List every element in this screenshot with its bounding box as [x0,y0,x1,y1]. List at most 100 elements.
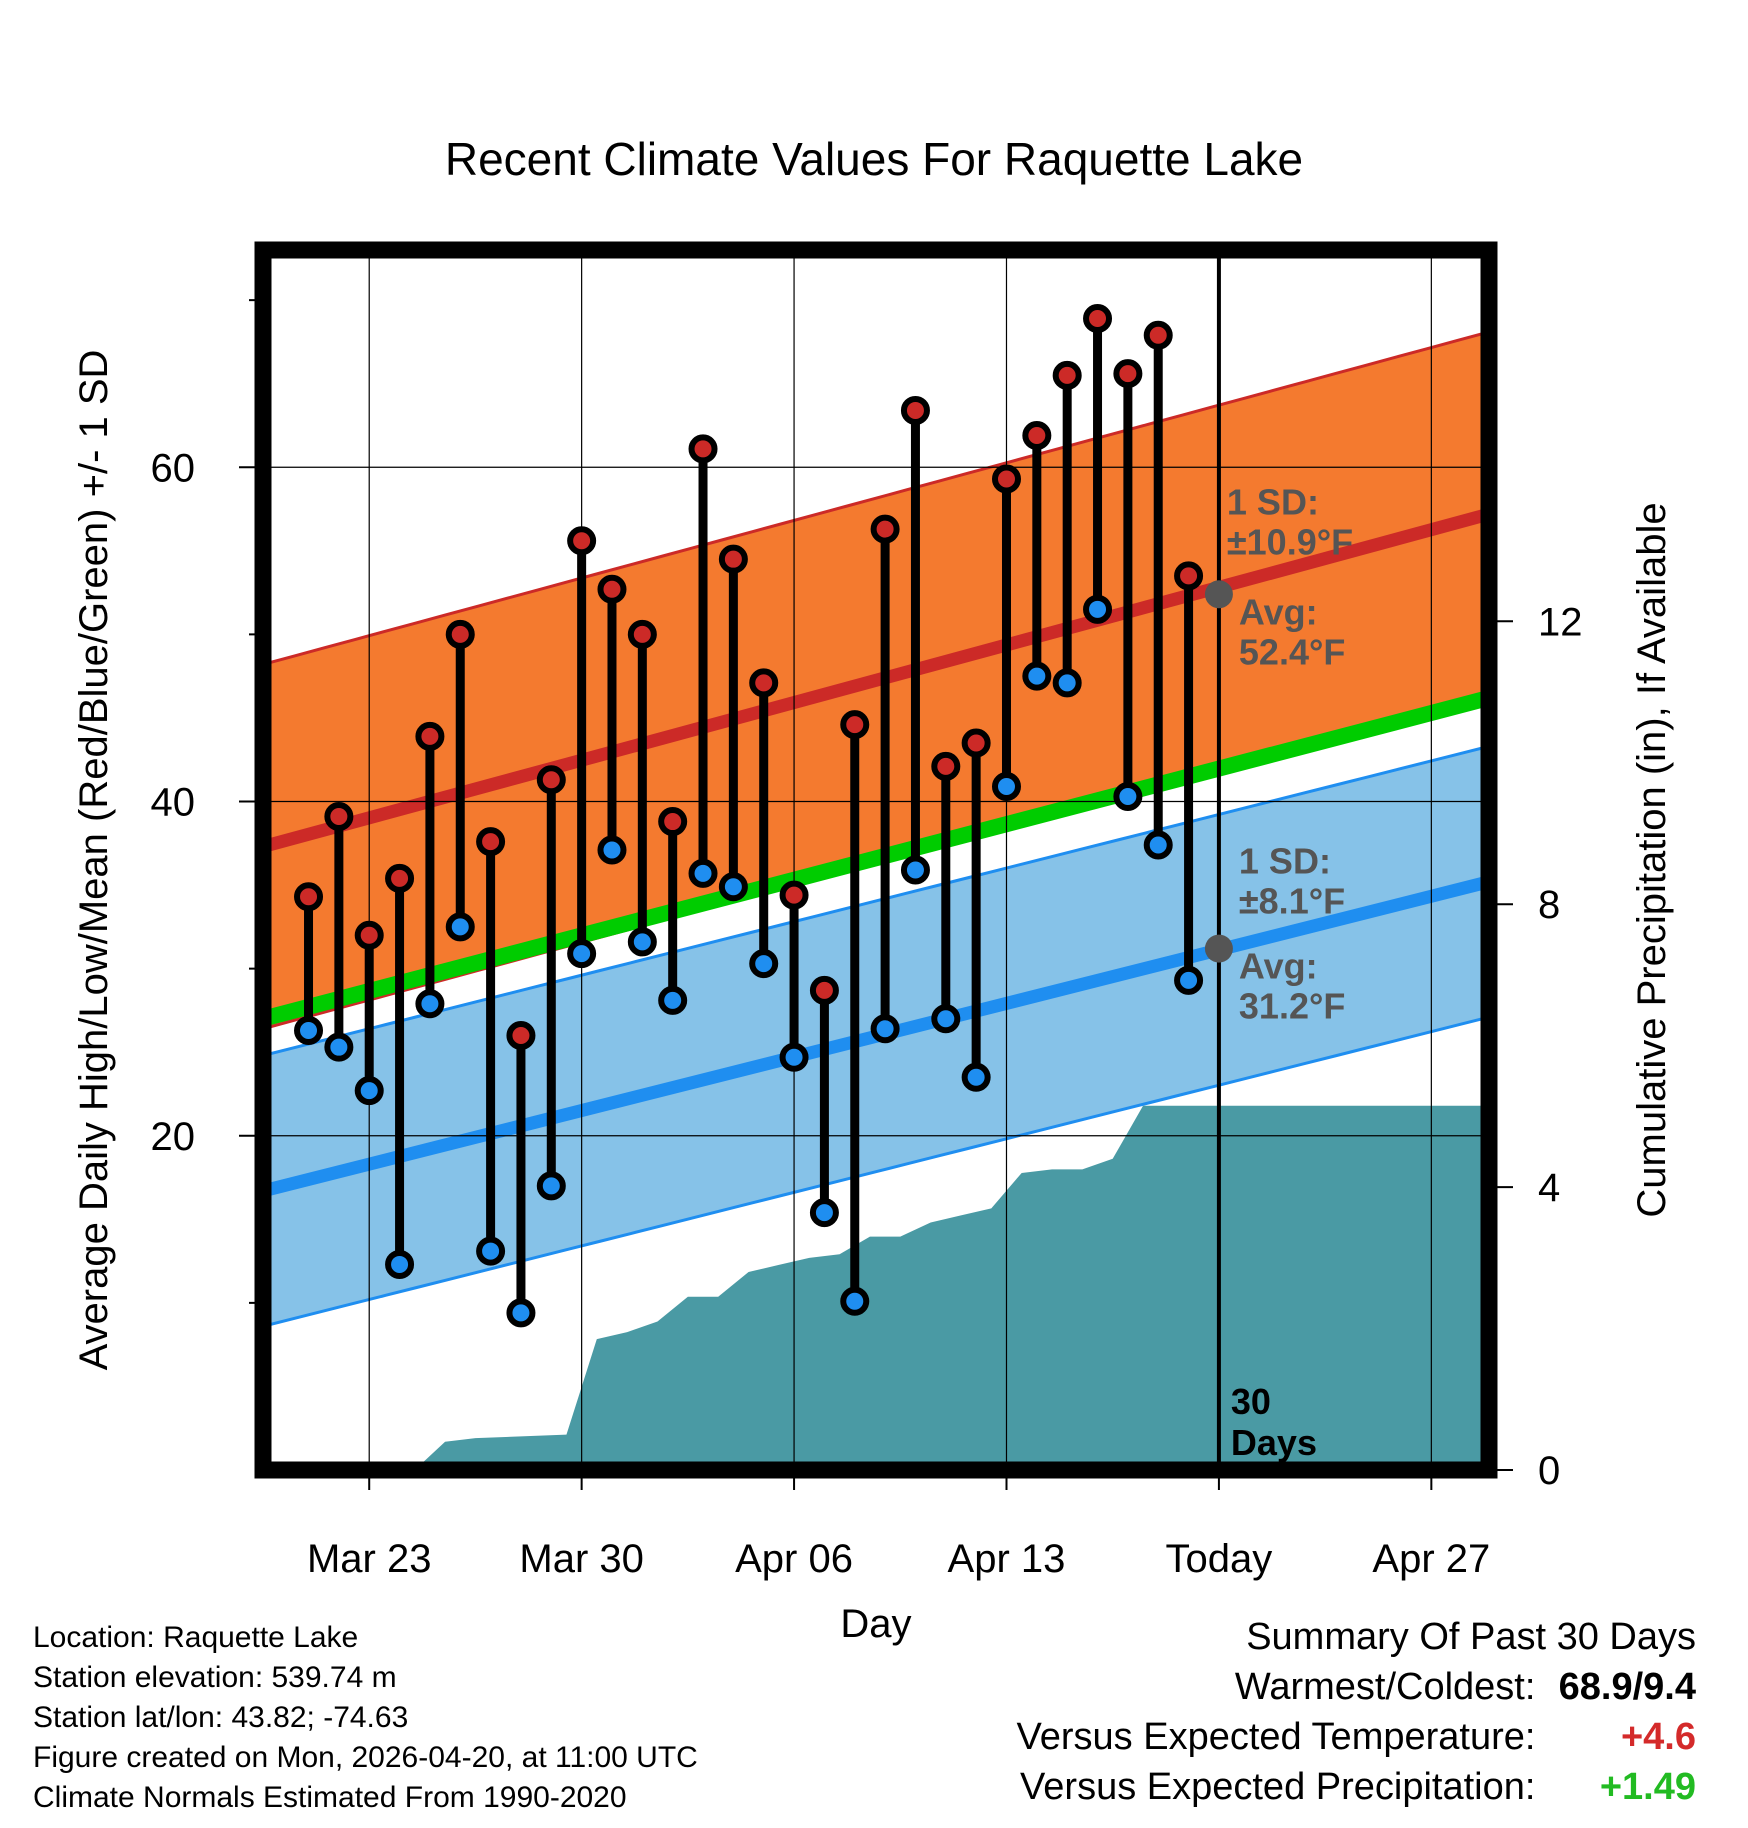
x-tick-label: Apr 13 [948,1537,1066,1581]
x-tick-label: Mar 30 [519,1537,644,1581]
daily-low-point [354,1076,384,1106]
x-axis-label: Day [840,1602,911,1646]
summary-precip: Versus Expected Precipitation: +1.49 [1017,1762,1696,1812]
daily-high-point [1052,360,1082,390]
daily-low-point [294,1015,324,1045]
y-right-tick-label: 12 [1538,600,1583,644]
daily-series [294,304,1204,1328]
daily-low-point [597,835,627,865]
today-avg-high-marker [1204,580,1233,609]
summary-temp: Versus Expected Temperature: +4.6 [1017,1712,1696,1762]
daily-low-point [445,912,475,942]
y-left-tick-label: 40 [151,781,196,825]
period-unit: Days [1231,1422,1317,1463]
daily-low-point [415,989,445,1019]
daily-high-point [749,668,779,698]
daily-high-point [718,544,748,574]
y-axis-label-right: Cumulative Precipitation (in), If Availa… [1630,502,1674,1217]
plot-frame [254,241,1498,1479]
low-sd-label: 1 SD: [1239,841,1331,882]
summary-title: Summary Of Past 30 Days [1246,1616,1696,1658]
daily-low-point [1052,668,1082,698]
daily-low-point [658,985,688,1015]
normals-text: Climate Normals Estimated From 1990-2020 [33,1781,627,1814]
daily-low-point [1143,830,1173,860]
daily-low-point [536,1171,566,1201]
daily-high-point [658,807,688,837]
normal-mean-line [263,690,1489,1027]
axes: Mar 23 Mar 30 Apr 06 Apr 13 Today Apr 2720406… [151,299,1583,1581]
daily-low-point [1174,965,1204,995]
low-sd-value: ±8.1°F [1239,881,1345,922]
daily-high-point [567,526,597,556]
y-right-tick-label: 0 [1538,1449,1560,1493]
daily-high-point [779,880,809,910]
daily-high-point [627,619,657,649]
high-sd-value: ±10.9°F [1227,521,1353,562]
summary-warm-cold: Warmest/Coldest: 68.9/9.4 [1017,1662,1696,1712]
daily-low-point [931,1004,961,1034]
period-number: 30 [1231,1381,1271,1422]
daily-high-point [900,395,930,425]
daily-high-point [961,728,991,758]
daily-high-point [1083,304,1113,334]
normal-high-line [263,507,1489,853]
high-avg-label: Avg: [1239,591,1318,632]
daily-high-point [1022,421,1052,451]
daily-high-point [688,434,718,464]
precip-value: +1.49 [1599,1766,1696,1808]
daily-low-point [506,1298,536,1328]
daily-low-point [567,939,597,969]
daily-high-point [809,975,839,1005]
daily-low-point [385,1249,415,1279]
daily-high-point [415,721,445,751]
daily-high-point [931,751,961,781]
daily-low-point [991,771,1021,801]
y-left-tick-label: 60 [151,446,196,490]
daily-high-point [1174,561,1204,591]
daily-high-point [506,1020,536,1050]
daily-low-point [476,1236,506,1266]
daily-high-point [294,882,324,912]
daily-low-point [870,1014,900,1044]
daily-high-point [385,863,415,893]
daily-low-point [749,949,779,979]
daily-low-point [809,1198,839,1228]
grid-lines [263,250,1489,1470]
daily-high-point [324,802,354,832]
station-info: Location: Raquette Lake Station elevatio… [33,1618,698,1818]
x-tick-label: Apr 06 [735,1537,853,1581]
elevation-text: Station elevation: 539.74 m [33,1661,397,1694]
x-tick-label: Today [1166,1537,1273,1581]
temp-value: +4.6 [1620,1716,1696,1758]
chart-title: Recent Climate Values For Raquette Lake [445,133,1303,185]
high-avg-value: 52.4°F [1239,631,1345,672]
daily-low-point [961,1062,991,1092]
daily-high-point [597,574,627,604]
low-avg-label: Avg: [1239,946,1318,987]
daily-low-point [627,927,657,957]
daily-low-point [900,855,930,885]
low-avg-value: 31.2°F [1239,986,1345,1027]
daily-high-point [1143,320,1173,350]
today-avg-low-marker [1204,934,1233,963]
x-tick-label: Apr 27 [1372,1537,1490,1581]
daily-high-point [354,920,384,950]
daily-high-point [476,827,506,857]
daily-high-point [840,710,870,740]
daily-low-point [779,1042,809,1072]
daily-low-point [688,858,718,888]
daily-high-point [870,514,900,544]
summary-panel: Summary Of Past 30 Days Warmest/Coldest:… [1017,1612,1696,1812]
daily-low-point [840,1286,870,1316]
daily-high-point [1113,359,1143,389]
created-text: Figure created on Mon, 2026-04-20, at 11… [33,1741,698,1774]
high-sd-label: 1 SD: [1227,481,1319,522]
daily-low-point [1022,661,1052,691]
daily-low-point [1083,594,1113,624]
y-right-tick-label: 8 [1538,883,1560,927]
x-tick-label: Mar 23 [307,1537,432,1581]
latlon-text: Station lat/lon: 43.82; -74.63 [33,1701,409,1734]
warm-cold-value: 68.9/9.4 [1558,1666,1696,1708]
